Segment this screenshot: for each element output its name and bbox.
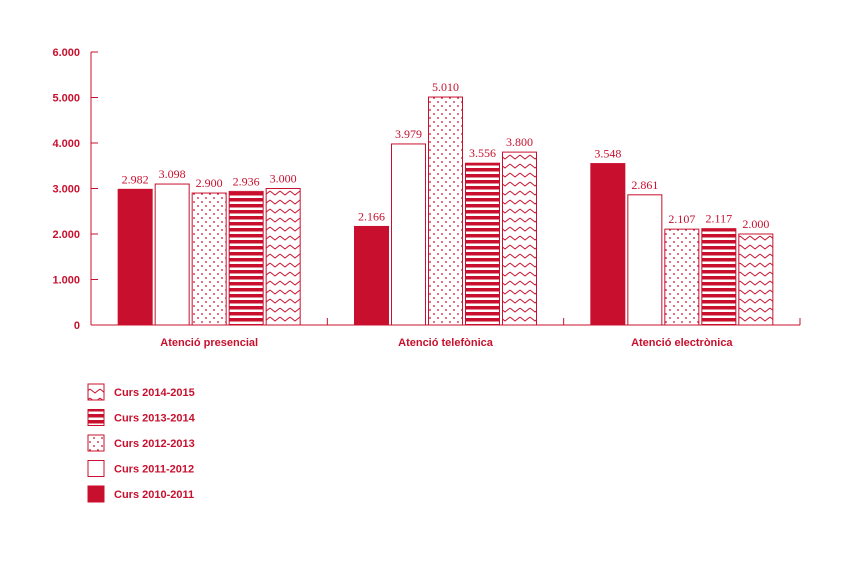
y-tick-label: 5.000 — [52, 93, 80, 105]
x-category-label: Atenció telefònica — [398, 337, 494, 349]
bar — [590, 163, 626, 326]
x-category-label: Atenció presencial — [160, 337, 258, 349]
legend-swatch — [87, 409, 105, 426]
data-label: 3.800 — [506, 135, 533, 149]
bar — [502, 151, 537, 326]
y-tick-label: 1.000 — [52, 275, 80, 287]
legend-label: Curs 2012-2013 — [114, 438, 195, 450]
legend-label: Curs 2010-2011 — [114, 489, 194, 501]
bar — [154, 183, 190, 326]
data-label: 3.979 — [395, 127, 422, 141]
legend: Curs 2014-2015 Curs 2013-2014 Curs 2012-20… — [87, 383, 196, 503]
data-label: 2.117 — [706, 212, 733, 226]
data-label: 3.548 — [594, 147, 621, 161]
data-label: 2.936 — [233, 174, 260, 188]
bar — [428, 96, 463, 326]
bar — [228, 190, 264, 326]
data-label: 2.166 — [358, 209, 385, 223]
bars: 2.982 3.098 2.900 2.936 3.000 2.166 3.979 5.010… — [117, 80, 774, 326]
bar — [117, 188, 153, 326]
data-label: 2.000 — [742, 217, 769, 231]
y-tick-label: 0 — [74, 320, 80, 332]
data-label: 2.861 — [631, 178, 658, 192]
bar — [738, 233, 774, 326]
legend-swatch — [87, 383, 105, 401]
bar — [191, 192, 227, 326]
bar — [354, 225, 389, 326]
legend-label: Curs 2013-2014 — [114, 413, 196, 425]
legend-label: Curs 2014-2015 — [114, 387, 195, 399]
data-label: 5.010 — [432, 80, 459, 94]
bar — [391, 143, 426, 326]
data-label: 2.900 — [196, 176, 223, 190]
axes: 0 1.000 2.000 3.000 4.000 5.000 6.000 Atenció p… — [52, 47, 801, 349]
legend-swatch — [87, 460, 105, 477]
y-tick-label: 4.000 — [52, 138, 80, 150]
bar — [265, 188, 301, 326]
legend-label: Curs 2011-2012 — [114, 464, 194, 476]
y-tick-label: 2.000 — [52, 229, 80, 241]
y-tick-label: 6.000 — [52, 47, 80, 59]
data-label: 3.098 — [159, 167, 186, 181]
legend-swatch — [87, 434, 105, 452]
data-label: 3.556 — [469, 146, 496, 160]
bar — [627, 194, 663, 326]
data-label: 2.107 — [668, 212, 695, 226]
data-label: 2.982 — [122, 172, 149, 186]
y-tick-label: 3.000 — [52, 184, 80, 196]
x-category-label: Atenció electrònica — [631, 337, 733, 349]
bar — [664, 228, 700, 326]
legend-swatch — [87, 485, 105, 503]
bar — [701, 228, 737, 326]
bar — [465, 162, 500, 326]
data-label: 3.000 — [270, 172, 297, 186]
